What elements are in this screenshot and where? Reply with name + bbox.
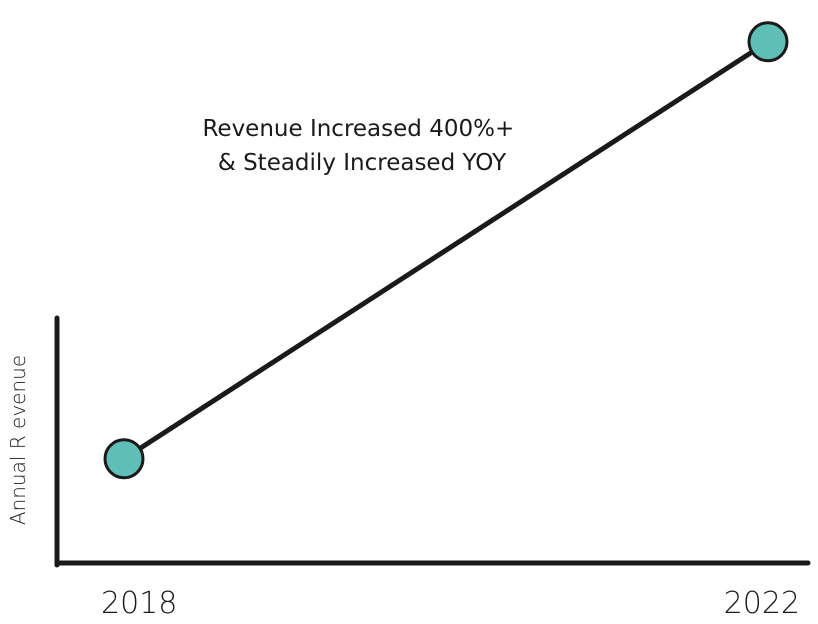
annotation: Revenue Increased 400%+ & Steadily Incre… (202, 116, 521, 176)
x-tick-label-2018: 2018 (101, 586, 177, 621)
x-tick-labels: 2018 2022 (101, 586, 800, 621)
series-line-revenue (121, 39, 771, 462)
data-point-2018 (103, 438, 145, 480)
data-points (103, 21, 789, 480)
x-tick-label-2022: 2022 (724, 586, 800, 621)
y-axis-label: Annual R evenue (6, 355, 30, 525)
annotation-line-1: Revenue Increased 400%+ (202, 116, 514, 142)
data-point-2022 (747, 21, 789, 63)
annotation-line-2: & Steadily Increased YOY (218, 150, 507, 176)
